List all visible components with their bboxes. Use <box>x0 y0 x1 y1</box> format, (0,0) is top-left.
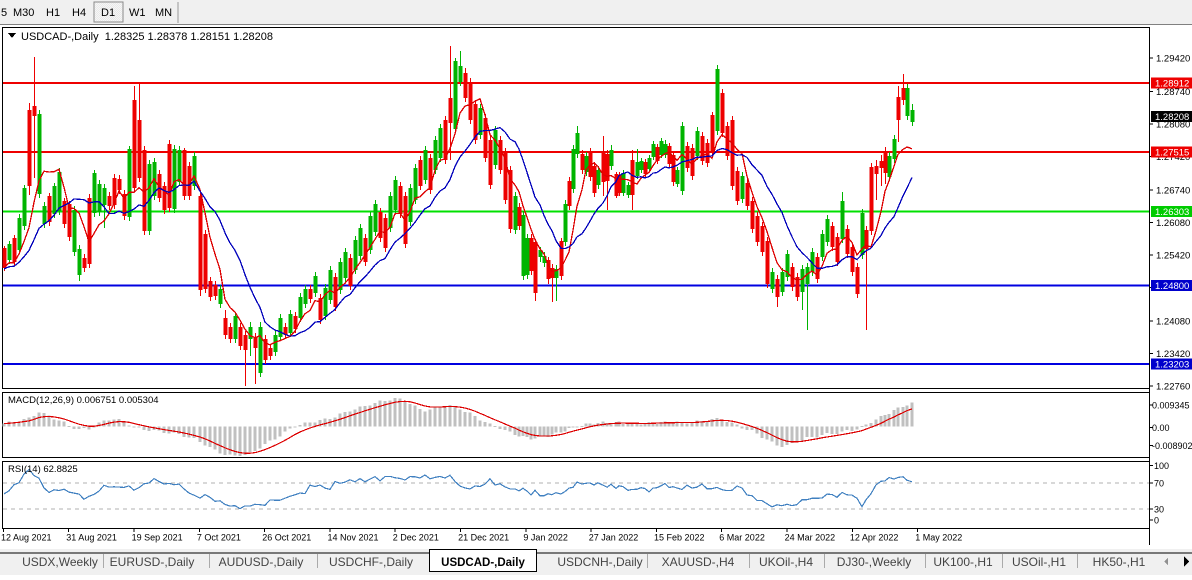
svg-text:1.28912: 1.28912 <box>1155 79 1189 90</box>
svg-text:USDCAD-,Daily: USDCAD-,Daily <box>441 557 525 569</box>
svg-text:1.28740: 1.28740 <box>1156 87 1190 98</box>
svg-text:MN: MN <box>155 7 172 19</box>
svg-text:19 Sep 2021: 19 Sep 2021 <box>132 533 183 543</box>
svg-text:AUDUSD-,Daily: AUDUSD-,Daily <box>219 555 304 569</box>
svg-text:31 Aug 2021: 31 Aug 2021 <box>66 533 117 543</box>
svg-text:1.28080: 1.28080 <box>1156 120 1190 131</box>
svg-text:24 Mar 2022: 24 Mar 2022 <box>785 533 836 543</box>
svg-text:6 Mar 2022: 6 Mar 2022 <box>719 533 765 543</box>
svg-text:1.24800: 1.24800 <box>1155 281 1189 292</box>
svg-text:0.009345: 0.009345 <box>1152 401 1190 411</box>
svg-text:1.23203: 1.23203 <box>1155 360 1189 371</box>
svg-text:21 Dec 2021: 21 Dec 2021 <box>458 533 509 543</box>
svg-text:XAUUSD-,H4: XAUUSD-,H4 <box>662 555 735 569</box>
svg-text:1.26303: 1.26303 <box>1155 207 1189 218</box>
svg-text:H1: H1 <box>46 7 60 19</box>
svg-text:1.24080: 1.24080 <box>1156 317 1190 328</box>
svg-text:1.22760: 1.22760 <box>1156 382 1190 393</box>
svg-text:1 May 2022: 1 May 2022 <box>915 533 962 543</box>
svg-text:USDCHF-,Daily: USDCHF-,Daily <box>329 555 413 569</box>
svg-text:1.27420: 1.27420 <box>1156 152 1190 163</box>
svg-text:UKOil-,H4: UKOil-,H4 <box>759 555 813 569</box>
svg-text:30: 30 <box>1154 504 1164 514</box>
svg-text:1.26080: 1.26080 <box>1156 218 1190 229</box>
svg-text:M30: M30 <box>13 7 34 19</box>
svg-text:UK100-,H1: UK100-,H1 <box>933 555 993 569</box>
svg-text:1.29420: 1.29420 <box>1156 54 1190 65</box>
svg-text:12 Apr 2022: 12 Apr 2022 <box>850 533 899 543</box>
svg-text:7 Oct 2021: 7 Oct 2021 <box>197 533 241 543</box>
svg-text:USDCNH-,Daily: USDCNH-,Daily <box>557 555 642 569</box>
svg-text:0.00: 0.00 <box>1152 423 1170 433</box>
svg-text:EURUSD-,Daily: EURUSD-,Daily <box>110 555 195 569</box>
svg-text:70: 70 <box>1154 478 1164 488</box>
svg-text:26 Oct 2021: 26 Oct 2021 <box>262 533 311 543</box>
svg-text:14 Nov 2021: 14 Nov 2021 <box>328 533 379 543</box>
svg-text:H4: H4 <box>72 7 86 19</box>
svg-text:HK50-,H1: HK50-,H1 <box>1093 555 1146 569</box>
svg-text:27 Jan 2022: 27 Jan 2022 <box>589 533 639 543</box>
svg-text:100: 100 <box>1154 461 1169 471</box>
svg-text:D1: D1 <box>101 7 115 19</box>
svg-text:9 Jan 2022: 9 Jan 2022 <box>523 533 568 543</box>
svg-text:DJ30-,Weekly: DJ30-,Weekly <box>837 555 911 569</box>
svg-text:0: 0 <box>1154 515 1159 525</box>
svg-text:2 Dec 2021: 2 Dec 2021 <box>393 533 439 543</box>
svg-text:USOil-,H1: USOil-,H1 <box>1012 555 1066 569</box>
svg-text:1.25420: 1.25420 <box>1156 251 1190 262</box>
svg-text:W1: W1 <box>129 7 146 19</box>
svg-text:1.27515: 1.27515 <box>1155 147 1189 158</box>
svg-text:MACD(12,26,9) 0.006751 0.00530: MACD(12,26,9) 0.006751 0.005304 <box>8 395 159 406</box>
svg-text:5: 5 <box>1 7 7 19</box>
svg-text:1.28208: 1.28208 <box>1155 112 1189 123</box>
svg-text:-0.008902: -0.008902 <box>1152 441 1192 451</box>
svg-text:15 Feb 2022: 15 Feb 2022 <box>654 533 705 543</box>
svg-text:12 Aug 2021: 12 Aug 2021 <box>1 533 52 543</box>
svg-text:RSI(14) 62.8825: RSI(14) 62.8825 <box>8 464 78 475</box>
svg-text:USDX,Weekly: USDX,Weekly <box>22 555 98 569</box>
svg-text:1.23420: 1.23420 <box>1156 349 1190 360</box>
svg-text:1.26740: 1.26740 <box>1156 186 1190 197</box>
svg-text:USDCAD-,Daily 1.28325 1.28378: USDCAD-,Daily 1.28325 1.28378 1.28151 1.… <box>21 31 273 43</box>
